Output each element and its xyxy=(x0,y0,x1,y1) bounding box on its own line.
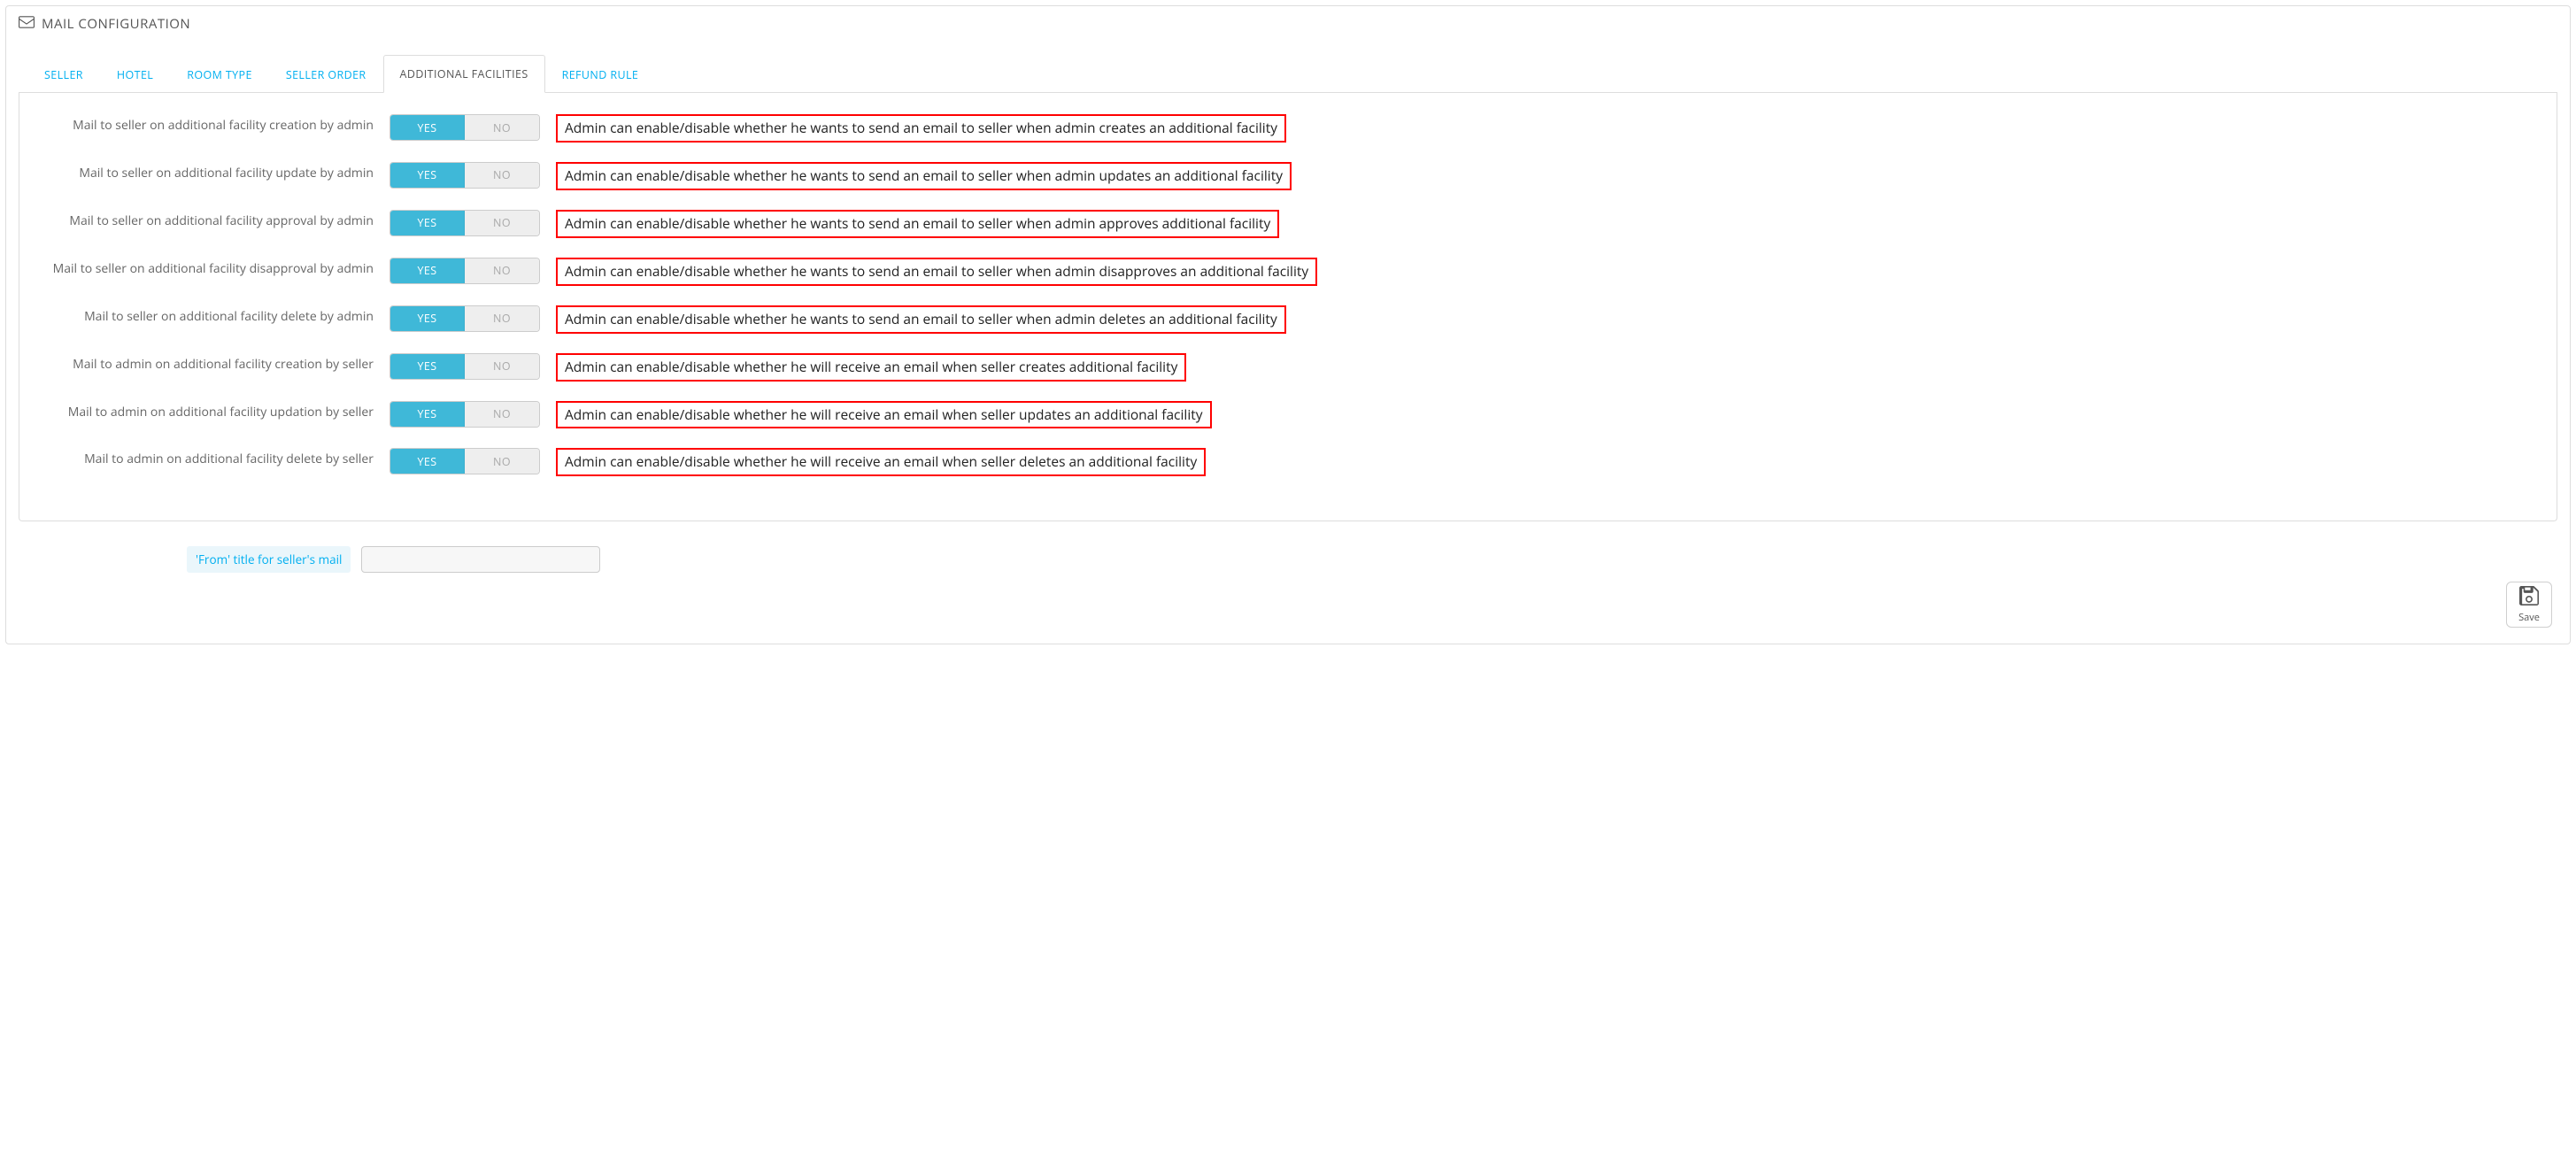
setting-row: Mail to seller on additional facility di… xyxy=(37,258,2539,286)
tab-additional-facilities[interactable]: ADDITIONAL FACILITIES xyxy=(383,55,545,93)
settings-rows: Mail to seller on additional facility cr… xyxy=(37,114,2539,476)
toggle-no[interactable]: NO xyxy=(465,258,539,283)
setting-row: Mail to seller on additional facility up… xyxy=(37,162,2539,190)
toggle-yes[interactable]: YES xyxy=(390,354,465,379)
setting-label: Mail to seller on additional facility de… xyxy=(37,305,374,326)
setting-label: Mail to admin on additional facility del… xyxy=(37,448,374,468)
setting-description: Admin can enable/disable whether he want… xyxy=(556,162,1292,190)
setting-row: Mail to admin on additional facility del… xyxy=(37,448,2539,476)
panel-title: MAIL CONFIGURATION xyxy=(42,15,190,33)
from-title-input[interactable] xyxy=(361,546,600,573)
toggle-no[interactable]: NO xyxy=(465,354,539,379)
toggle-no[interactable]: NO xyxy=(465,115,539,140)
setting-label: Mail to seller on additional facility cr… xyxy=(37,114,374,135)
yes-no-toggle[interactable]: YESNO xyxy=(389,258,540,284)
setting-description: Admin can enable/disable whether he will… xyxy=(556,401,1212,429)
from-title-label: 'From' title for seller's mail xyxy=(187,546,351,573)
mail-icon xyxy=(19,16,35,32)
from-title-row: 'From' title for seller's mail xyxy=(19,546,2557,573)
yes-no-toggle[interactable]: YESNO xyxy=(389,162,540,189)
tab-content: Mail to seller on additional facility cr… xyxy=(19,93,2557,521)
tab-hotel[interactable]: HOTEL xyxy=(100,56,170,93)
toggle-yes[interactable]: YES xyxy=(390,306,465,331)
toggle-yes[interactable]: YES xyxy=(390,402,465,427)
toggle-yes[interactable]: YES xyxy=(390,163,465,188)
save-button[interactable]: Save xyxy=(2506,582,2552,628)
toggle-no[interactable]: NO xyxy=(465,449,539,474)
toggle-no[interactable]: NO xyxy=(465,211,539,235)
tab-refund-rule[interactable]: REFUND RULE xyxy=(545,56,656,93)
setting-label: Mail to seller on additional facility ap… xyxy=(37,210,374,230)
tab-seller-order[interactable]: SELLER ORDER xyxy=(269,56,383,93)
yes-no-toggle[interactable]: YESNO xyxy=(389,353,540,380)
save-wrap: Save xyxy=(19,573,2557,628)
toggle-no[interactable]: NO xyxy=(465,163,539,188)
setting-row: Mail to admin on additional facility cre… xyxy=(37,353,2539,382)
save-button-label: Save xyxy=(2518,611,2540,624)
yes-no-toggle[interactable]: YESNO xyxy=(389,401,540,428)
setting-row: Mail to seller on additional facility de… xyxy=(37,305,2539,334)
setting-row: Mail to seller on additional facility ap… xyxy=(37,210,2539,238)
setting-label: Mail to admin on additional facility upd… xyxy=(37,401,374,421)
panel-header: MAIL CONFIGURATION xyxy=(6,6,2570,40)
yes-no-toggle[interactable]: YESNO xyxy=(389,305,540,332)
setting-description: Admin can enable/disable whether he want… xyxy=(556,210,1279,238)
setting-description: Admin can enable/disable whether he will… xyxy=(556,353,1186,382)
setting-row: Mail to admin on additional facility upd… xyxy=(37,401,2539,429)
toggle-yes[interactable]: YES xyxy=(390,115,465,140)
yes-no-toggle[interactable]: YESNO xyxy=(389,114,540,141)
mail-config-panel: MAIL CONFIGURATION SELLERHOTELROOM TYPES… xyxy=(5,5,2571,644)
tabs: SELLERHOTELROOM TYPESELLER ORDERADDITION… xyxy=(19,54,2557,93)
setting-description: Admin can enable/disable whether he will… xyxy=(556,448,1206,476)
setting-label: Mail to seller on additional facility up… xyxy=(37,162,374,182)
setting-description: Admin can enable/disable whether he want… xyxy=(556,114,1286,143)
save-icon xyxy=(2519,586,2539,609)
toggle-yes[interactable]: YES xyxy=(390,211,465,235)
yes-no-toggle[interactable]: YESNO xyxy=(389,210,540,236)
setting-row: Mail to seller on additional facility cr… xyxy=(37,114,2539,143)
tab-seller[interactable]: SELLER xyxy=(27,56,100,93)
toggle-no[interactable]: NO xyxy=(465,402,539,427)
setting-description: Admin can enable/disable whether he want… xyxy=(556,258,1317,286)
toggle-yes[interactable]: YES xyxy=(390,258,465,283)
setting-description: Admin can enable/disable whether he want… xyxy=(556,305,1286,334)
tab-room-type[interactable]: ROOM TYPE xyxy=(170,56,269,93)
yes-no-toggle[interactable]: YESNO xyxy=(389,448,540,474)
panel-body: SELLERHOTELROOM TYPESELLER ORDERADDITION… xyxy=(6,54,2570,644)
setting-label: Mail to seller on additional facility di… xyxy=(37,258,374,278)
setting-label: Mail to admin on additional facility cre… xyxy=(37,353,374,374)
toggle-yes[interactable]: YES xyxy=(390,449,465,474)
toggle-no[interactable]: NO xyxy=(465,306,539,331)
